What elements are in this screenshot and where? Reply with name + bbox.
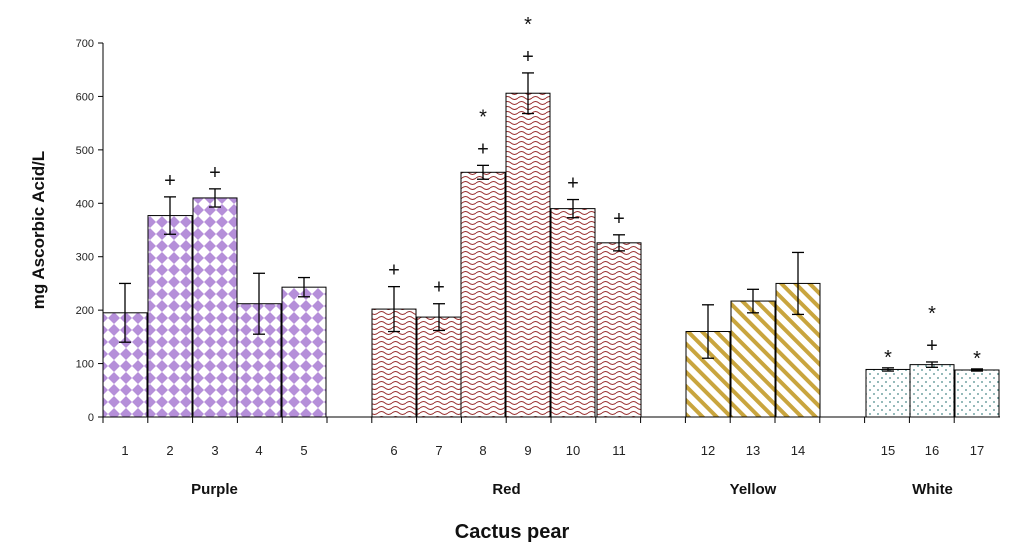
bar-15 — [865, 368, 911, 418]
error-bar-13 — [747, 288, 759, 314]
error-bar-10 — [567, 198, 579, 219]
bars — [102, 92, 1000, 418]
error-bar-6 — [388, 285, 400, 333]
error-bar-17 — [971, 368, 983, 372]
error-bar-16 — [926, 361, 938, 368]
category-label: 5 — [300, 443, 307, 458]
bar-2 — [147, 215, 193, 418]
error-bars — [119, 72, 983, 372]
x-axis — [102, 416, 1000, 423]
asterisk-mark: * — [928, 303, 936, 325]
category-label: 15 — [881, 443, 895, 458]
error-bar-7 — [433, 303, 445, 332]
category-label: 12 — [701, 443, 715, 458]
bar-16 — [909, 364, 955, 418]
error-bar-14 — [792, 251, 804, 316]
error-bar-1 — [119, 282, 131, 343]
error-bar-11 — [613, 234, 625, 252]
category-label: 8 — [479, 443, 486, 458]
bar-9 — [505, 92, 551, 418]
category-label: 16 — [925, 443, 939, 458]
error-bar-9 — [522, 72, 534, 115]
bar-17 — [954, 369, 1000, 418]
error-bar-12 — [702, 304, 714, 359]
y-tick-label: 200 — [76, 305, 94, 317]
category-labels: 1 2 3 4 5 6 7 8 9 10 11 12 13 14 15 16 17 — [121, 443, 984, 458]
plus-mark: + — [613, 208, 625, 230]
category-label: 7 — [435, 443, 442, 458]
category-label: 11 — [612, 443, 626, 458]
error-bar-15 — [882, 367, 894, 372]
plus-mark: + — [209, 162, 221, 184]
plus-mark: + — [567, 173, 579, 195]
category-label: 2 — [166, 443, 173, 458]
group-labels: Purple Red Yellow White — [191, 481, 953, 498]
category-label: 6 — [390, 443, 397, 458]
y-tick-label: 100 — [76, 359, 94, 371]
asterisk-mark: * — [884, 347, 892, 369]
category-label: 10 — [566, 443, 580, 458]
category-label: 1 — [121, 443, 128, 458]
group-label-purple: Purple — [191, 481, 238, 498]
bar-10 — [550, 208, 596, 418]
asterisk-mark: * — [524, 14, 532, 36]
significance-annotations: + + + + + * + * + + * + * * — [164, 14, 981, 370]
error-bar-5 — [298, 276, 310, 298]
category-label: 13 — [746, 443, 760, 458]
y-axis-title: mg Ascorbic Acid/L — [29, 151, 48, 309]
group-label-white: White — [912, 481, 953, 498]
error-bar-2 — [164, 196, 176, 235]
asterisk-mark: * — [479, 106, 487, 128]
y-tick-label: 700 — [76, 38, 94, 50]
group-label-red: Red — [492, 481, 520, 498]
y-tick-label: 400 — [76, 198, 94, 210]
category-label: 9 — [524, 443, 531, 458]
plus-mark: + — [926, 335, 938, 357]
plus-mark: + — [388, 260, 400, 282]
error-bar-4 — [253, 272, 265, 335]
asterisk-mark: * — [973, 348, 981, 370]
category-label: 4 — [255, 443, 262, 458]
y-tick-label: 0 — [88, 412, 94, 424]
error-bar-3 — [209, 188, 221, 208]
bar-13 — [730, 300, 776, 418]
plus-mark: + — [164, 170, 176, 192]
y-tick-label: 300 — [76, 252, 94, 264]
y-axis: 0 100 200 300 400 500 600 700 — [76, 38, 104, 424]
plus-mark: + — [477, 138, 489, 160]
y-tick-label: 500 — [76, 145, 94, 157]
bar-7 — [416, 316, 462, 418]
category-label: 3 — [211, 443, 218, 458]
group-label-yellow: Yellow — [730, 481, 777, 498]
x-axis-title: Cactus pear — [455, 521, 570, 543]
y-tick-label: 600 — [76, 91, 94, 103]
bar-3 — [192, 197, 238, 418]
plus-mark: + — [433, 277, 445, 299]
error-bar-8 — [477, 164, 489, 180]
category-label: 14 — [791, 443, 805, 458]
category-label: 17 — [970, 443, 984, 458]
plus-mark: + — [522, 46, 534, 68]
bar-5 — [281, 286, 327, 418]
bar-8 — [460, 171, 506, 418]
bar-11 — [596, 242, 642, 418]
